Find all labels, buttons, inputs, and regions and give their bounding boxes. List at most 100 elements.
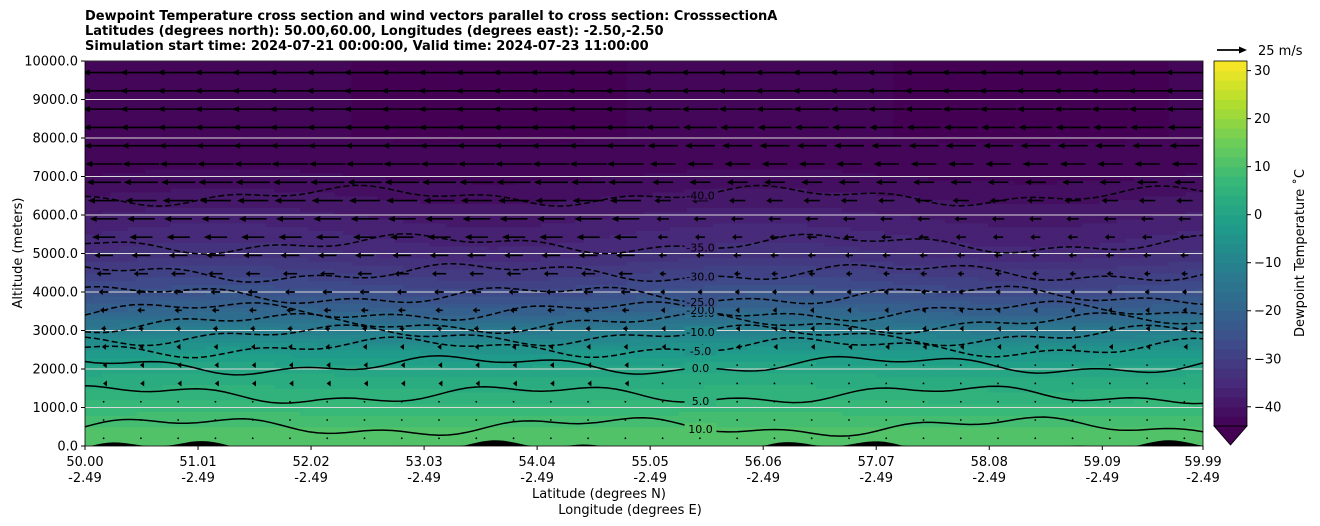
field-cell xyxy=(282,438,292,443)
field-cell xyxy=(506,384,516,389)
field-cell xyxy=(248,168,258,174)
field-cell xyxy=(214,118,224,124)
field-cell xyxy=(239,157,249,162)
field-cell xyxy=(128,315,138,320)
field-cell xyxy=(205,342,215,347)
field-cell xyxy=(411,399,421,405)
field-cell xyxy=(351,211,361,216)
field-cell xyxy=(110,380,120,385)
field-cell xyxy=(463,153,473,158)
field-cell xyxy=(300,145,310,151)
field-cell xyxy=(248,138,258,143)
field-cell xyxy=(179,422,189,428)
field-cell xyxy=(102,276,112,282)
field-cell xyxy=(188,203,198,208)
field-cell xyxy=(472,353,482,359)
field-cell xyxy=(196,376,206,382)
field-cell xyxy=(153,380,163,385)
field-cell xyxy=(446,249,456,255)
field-cell xyxy=(222,392,232,397)
field-cell xyxy=(291,353,301,359)
field-cell xyxy=(506,272,516,278)
field-cell xyxy=(265,253,275,258)
field-cell xyxy=(480,280,490,285)
field-cell xyxy=(153,218,163,224)
field-cell xyxy=(282,111,292,116)
field-cell xyxy=(463,91,473,97)
field-cell xyxy=(377,426,387,432)
field-cell xyxy=(300,118,310,124)
field-cell xyxy=(472,238,482,243)
field-cell xyxy=(222,434,232,439)
field-cell xyxy=(403,326,413,332)
field-cell xyxy=(463,322,473,328)
field-cell xyxy=(437,188,447,193)
field-cell xyxy=(334,188,344,193)
field-cell xyxy=(179,284,189,289)
field-cell xyxy=(489,180,499,185)
field-cell xyxy=(300,403,310,409)
field-cell xyxy=(411,261,421,266)
field-cell xyxy=(239,230,249,235)
field-cell xyxy=(171,392,181,397)
field-cell xyxy=(377,376,387,382)
field-cell xyxy=(231,338,241,343)
field-cell xyxy=(205,315,215,320)
field-cell xyxy=(351,284,361,289)
field-cell xyxy=(282,369,292,374)
field-cell xyxy=(179,307,189,312)
field-cell xyxy=(360,342,370,347)
field-cell xyxy=(248,80,258,85)
field-cell xyxy=(377,103,387,108)
field-cell xyxy=(317,265,327,270)
field-cell xyxy=(205,307,215,312)
field-cell xyxy=(93,399,103,405)
field-cell xyxy=(489,203,499,208)
field-cell xyxy=(188,318,198,324)
field-cell xyxy=(480,303,490,308)
field-cell xyxy=(377,295,387,301)
field-cell xyxy=(265,80,275,85)
field-cell xyxy=(188,172,198,178)
field-cell xyxy=(274,299,284,305)
field-cell xyxy=(265,311,275,316)
field-cell xyxy=(317,434,327,439)
field-cell xyxy=(274,257,284,262)
field-cell xyxy=(119,292,129,297)
field-cell xyxy=(403,338,413,343)
field-cell xyxy=(205,395,215,401)
field-cell xyxy=(196,430,206,436)
field-cell xyxy=(128,176,138,181)
field-cell xyxy=(489,280,499,285)
field-cell xyxy=(411,84,421,89)
field-cell xyxy=(282,141,292,147)
field-cell xyxy=(265,426,275,432)
field-cell xyxy=(85,353,95,359)
field-cell xyxy=(334,342,344,347)
field-cell xyxy=(85,257,95,262)
field-cell xyxy=(411,407,421,412)
field-cell xyxy=(480,330,490,335)
field-cell xyxy=(411,195,421,201)
field-cell xyxy=(136,365,146,370)
field-cell xyxy=(386,407,396,412)
field-cell xyxy=(162,415,172,420)
field-cell xyxy=(368,415,378,420)
field-cell xyxy=(480,238,490,243)
field-cell xyxy=(188,111,198,116)
field-cell xyxy=(429,303,439,308)
field-cell xyxy=(411,95,421,101)
field-cell xyxy=(231,384,241,389)
field-cell xyxy=(291,191,301,197)
field-cell xyxy=(205,126,215,131)
field-cell xyxy=(317,91,327,97)
field-cell xyxy=(377,326,387,332)
field-cell xyxy=(179,76,189,81)
field-cell xyxy=(188,68,198,74)
field-cell xyxy=(334,419,344,424)
field-cell xyxy=(497,280,507,285)
field-cell xyxy=(334,415,344,420)
field-cell xyxy=(145,272,155,278)
field-cell xyxy=(472,330,482,335)
field-cell xyxy=(403,72,413,77)
